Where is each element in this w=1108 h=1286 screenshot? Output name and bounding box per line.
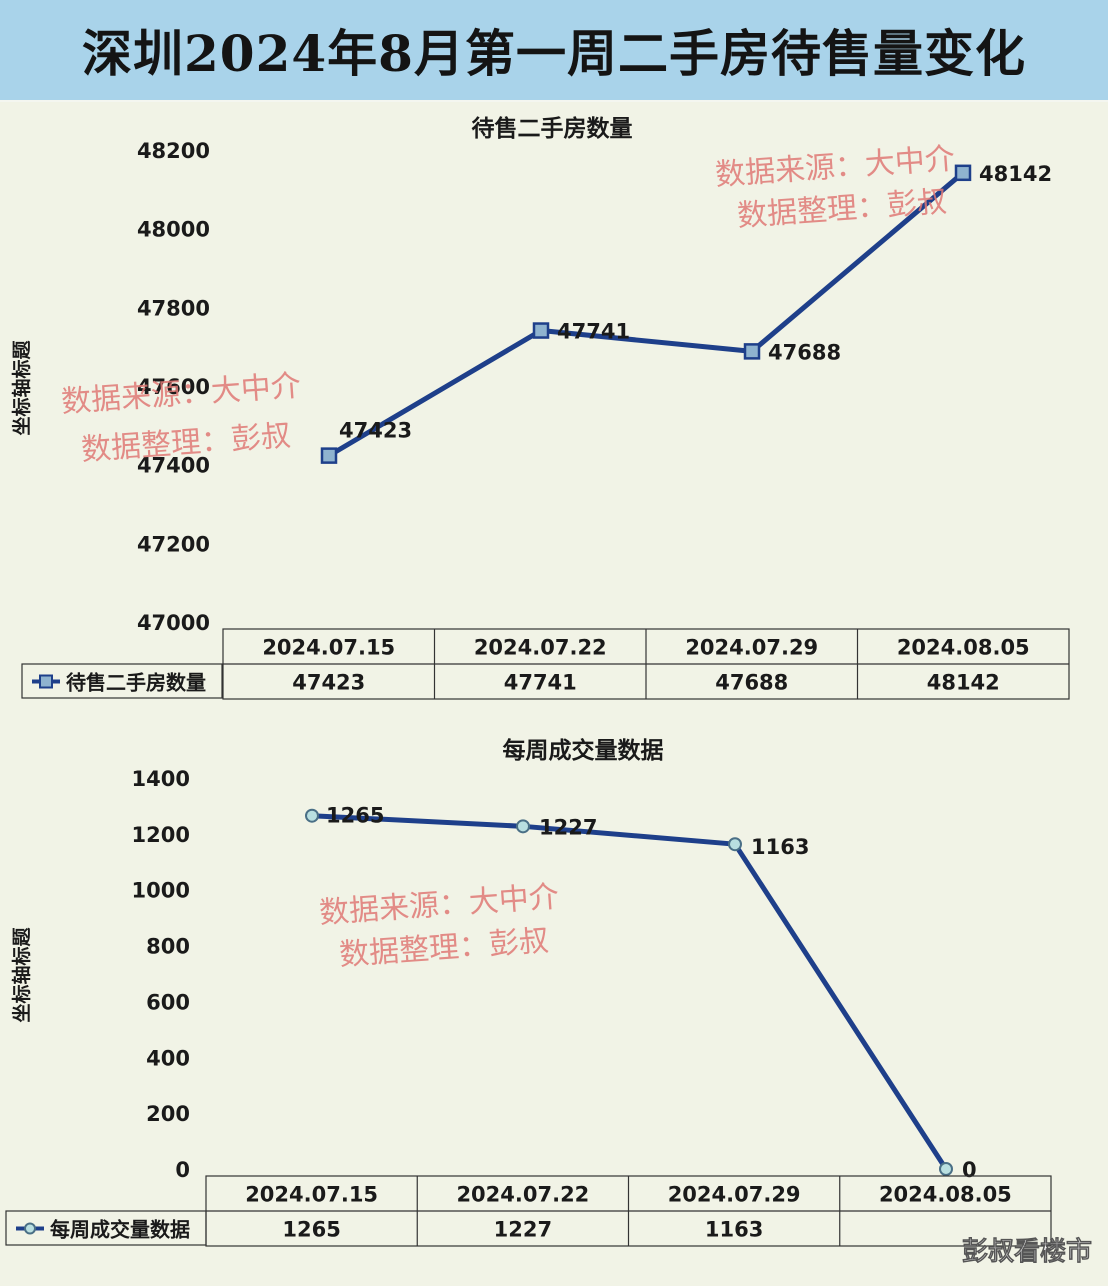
data-point [954,164,972,182]
y-tick-label: 47000 [137,611,210,635]
data-table-value: 1227 [494,1218,552,1242]
data-table-value: 1163 [705,1218,763,1242]
y-tick-label: 600 [146,990,190,1014]
data-label: 48142 [979,162,1052,186]
data-label: 47741 [557,320,630,344]
legend-label: 每周成交量数据 [50,1218,190,1242]
watermark-author: 数据整理：彭叔 [80,418,292,468]
y-tick-label: 47200 [137,532,210,556]
y-tick-label: 1400 [132,767,190,791]
chart-title: 待售二手房数量 [472,115,633,142]
x-category-label: 2024.07.29 [668,1183,801,1207]
data-table-value: 47423 [292,671,365,695]
y-tick-label: 47400 [137,454,210,478]
data-label: 1163 [751,835,809,859]
data-point [320,447,338,464]
y-tick-label: 48200 [137,139,210,163]
title-bar: 深圳2024年8月第一周二手房待售量变化 [0,0,1108,102]
y-axis-title: 坐标轴标题 [10,927,33,1022]
x-category-label: 2024.07.15 [245,1183,378,1207]
data-table-value: 47688 [715,671,788,695]
x-category-label: 2024.07.29 [685,636,818,660]
data-point [305,808,319,823]
y-tick-label: 48000 [137,218,210,242]
y-tick-label: 0 [175,1158,190,1182]
legend-marker [39,674,53,689]
data-label: 47688 [768,340,841,364]
series-line [311,813,949,1171]
y-tick-label: 400 [146,1046,190,1070]
legend-cell-frame [21,663,223,699]
y-tick-label: 200 [146,1102,190,1126]
x-category-label: 2024.08.05 [879,1183,1012,1207]
data-label: 1265 [326,804,384,828]
x-category-label: 2024.07.22 [456,1183,589,1207]
data-label: 47423 [339,419,412,443]
legend-cell-frame [5,1210,207,1246]
watermark-source: 数据来源：大中介 [60,368,302,420]
watermark-author: 数据整理：彭叔 [736,184,948,234]
series-line [327,170,965,458]
data-table-value: 48142 [927,671,1000,695]
y-axis-title: 坐标轴标题 [10,340,33,435]
brand-watermark: 彭叔看楼市 [962,1236,1092,1267]
data-point [743,343,761,360]
chart-title: 每周成交量数据 [503,737,664,764]
y-tick-label: 47600 [137,375,210,399]
y-tick-label: 1200 [132,823,190,847]
watermark-source: 数据来源：大中介 [318,879,560,931]
y-tick-label: 1000 [132,879,190,903]
y-tick-label: 800 [146,935,190,959]
legend-marker [24,1222,36,1235]
data-point [516,819,530,834]
y-tick-label: 47800 [137,296,210,320]
page-title: 深圳2024年8月第一周二手房待售量变化 [82,24,1026,83]
data-point [939,1162,953,1176]
data-label: 0 [962,1158,977,1182]
x-category-label: 2024.07.22 [474,636,607,660]
legend-label: 待售二手房数量 [66,671,206,695]
watermark-source: 数据来源：大中介 [714,141,956,193]
x-category-label: 2024.07.15 [262,636,395,660]
data-label: 1227 [539,815,597,839]
data-point [728,837,742,852]
data-table-value: 47741 [504,671,577,695]
watermark-author: 数据整理：彭叔 [338,923,550,973]
data-table-value: 1265 [282,1218,340,1242]
x-category-label: 2024.08.05 [897,636,1030,660]
data-point [532,322,550,339]
